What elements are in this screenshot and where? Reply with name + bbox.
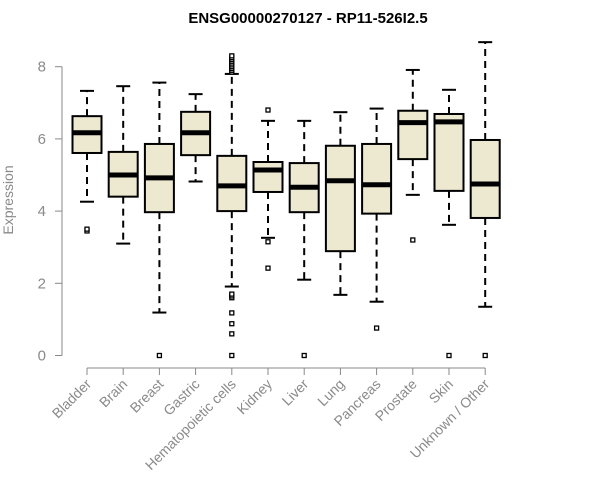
- outlier-point: [482, 352, 488, 359]
- box-bladder: [71, 89, 103, 234]
- y-tick-label: 6: [38, 131, 46, 148]
- outlier-point: [265, 107, 271, 113]
- box-pancreas: [361, 107, 393, 331]
- box-iqr: [361, 142, 393, 215]
- outlier-point: [301, 352, 307, 359]
- box-iqr: [252, 161, 284, 193]
- box-iqr: [397, 109, 429, 161]
- boxes: [71, 41, 501, 359]
- y-tick-label: 2: [38, 275, 46, 292]
- outlier-point: [229, 291, 235, 297]
- outlier-point: [265, 239, 271, 245]
- box-brain: [107, 85, 139, 245]
- outlier-point: [446, 352, 452, 359]
- outlier-point: [229, 331, 235, 337]
- outlier-point: [229, 310, 235, 316]
- y-axis-label: Expression: [0, 165, 16, 234]
- box-breast: [143, 81, 175, 359]
- box-iqr: [324, 144, 356, 253]
- box-skin: [433, 88, 465, 359]
- box-kidney: [252, 107, 284, 271]
- x-tick-label: Skin: [426, 376, 457, 407]
- y-axis: 0 2 4 6 8: [38, 59, 63, 365]
- box-lung: [324, 111, 356, 296]
- outlier-point: [373, 325, 380, 331]
- outlier-point: [84, 226, 90, 232]
- x-tick-label: Liver: [279, 376, 312, 409]
- box-liver: [288, 119, 320, 359]
- box-unknown-other: [469, 41, 501, 359]
- box-iqr: [433, 112, 465, 192]
- x-tick-label: Kidney: [234, 376, 276, 418]
- outlier-point: [229, 352, 235, 359]
- outlier-point: [229, 53, 235, 59]
- box-prostate: [397, 68, 429, 243]
- box-gastric: [180, 93, 212, 183]
- y-tick-label: 8: [38, 59, 46, 76]
- box-hematopoietic-cells: [216, 53, 248, 359]
- outlier-point: [410, 237, 416, 243]
- outlier-point: [156, 352, 163, 359]
- x-tick-label: Lung: [314, 376, 347, 409]
- y-tick-label: 4: [38, 203, 46, 220]
- outlier-point: [229, 321, 235, 327]
- chart-title: ENSG00000270127 - RP11-526I2.5: [188, 10, 427, 27]
- outlier-point: [265, 265, 271, 271]
- x-tick-label: Bladder: [49, 376, 95, 422]
- x-tick-label: Breast: [127, 376, 167, 416]
- x-tick-label: Brain: [96, 376, 130, 410]
- y-tick-label: 0: [38, 348, 46, 365]
- box-iqr: [469, 138, 501, 219]
